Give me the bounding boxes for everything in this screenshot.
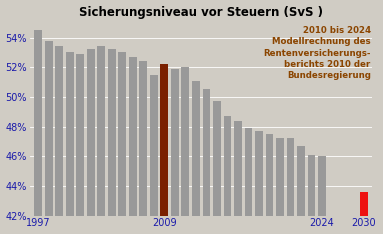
Bar: [77, 54, 84, 216]
Bar: [360, 192, 368, 216]
Text: 2010 bis 2024
Modellrechnung des
Rentenversicherungs-
berichts 2010 der
Bundesre: 2010 bis 2024 Modellrechnung des Rentenv…: [263, 26, 371, 80]
Bar: [192, 80, 200, 216]
Bar: [34, 30, 42, 216]
Bar: [118, 52, 126, 216]
Bar: [129, 57, 137, 216]
Bar: [276, 139, 284, 216]
Bar: [150, 75, 158, 216]
Bar: [108, 49, 116, 216]
Bar: [139, 61, 147, 216]
Bar: [66, 52, 74, 216]
Bar: [255, 131, 263, 216]
Bar: [286, 139, 295, 216]
Bar: [171, 69, 179, 216]
Bar: [308, 155, 316, 216]
Bar: [87, 49, 95, 216]
Title: Sicherungsniveau vor Steuern (SvS ): Sicherungsniveau vor Steuern (SvS ): [79, 6, 323, 18]
Bar: [224, 116, 231, 216]
Bar: [97, 46, 105, 216]
Bar: [297, 146, 305, 216]
Bar: [318, 156, 326, 216]
Bar: [203, 89, 210, 216]
Bar: [182, 67, 189, 216]
Bar: [160, 64, 169, 216]
Bar: [244, 128, 252, 216]
Bar: [265, 134, 273, 216]
Bar: [213, 101, 221, 216]
Bar: [234, 121, 242, 216]
Bar: [45, 40, 53, 216]
Bar: [56, 46, 63, 216]
